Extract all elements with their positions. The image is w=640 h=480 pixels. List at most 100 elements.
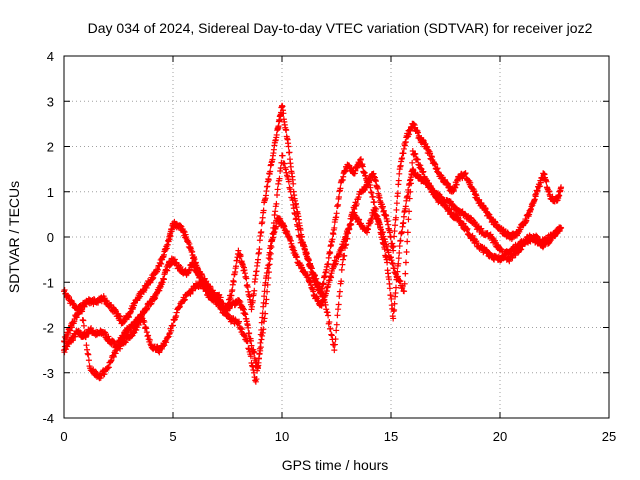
trace-marker	[318, 289, 325, 296]
trace-marker	[335, 301, 342, 308]
trace-marker	[333, 210, 340, 217]
trace-marker	[168, 327, 175, 334]
series-track-c	[61, 148, 565, 385]
trace-marker	[128, 333, 135, 340]
trace-marker	[250, 369, 257, 376]
data-point	[331, 347, 338, 354]
trace-marker	[383, 241, 390, 248]
trace-marker	[84, 346, 91, 353]
trace-marker	[143, 325, 150, 332]
trace-marker	[420, 168, 427, 175]
trace-marker	[265, 262, 272, 269]
trace-marker	[262, 300, 269, 307]
trace-marker	[452, 204, 459, 211]
trace-marker	[332, 336, 339, 343]
trace-marker	[346, 226, 353, 233]
trace-marker	[338, 266, 345, 273]
trace-marker	[243, 275, 250, 282]
trace-marker	[133, 326, 140, 333]
trace-marker	[256, 350, 263, 357]
trace-marker	[390, 243, 397, 250]
trace-marker	[399, 228, 406, 235]
trace-marker	[371, 204, 378, 211]
trace-marker	[267, 162, 274, 169]
trace-marker	[328, 332, 335, 339]
trace-marker	[393, 206, 400, 213]
trace-marker	[181, 297, 188, 304]
trace-marker	[233, 263, 240, 270]
trace-marker	[289, 197, 296, 204]
trace-marker	[92, 368, 99, 375]
trace-marker	[262, 310, 269, 317]
trace-marker	[402, 270, 409, 277]
trace-marker	[335, 194, 342, 201]
trace-marker	[326, 319, 333, 326]
y-tick-label: -4	[42, 411, 54, 426]
x-tick-label: 20	[493, 429, 507, 444]
trace-marker	[241, 267, 248, 274]
x-axis-label: GPS time / hours	[282, 457, 389, 473]
trace-marker	[405, 216, 412, 223]
trace-marker	[267, 256, 274, 263]
trace-marker	[314, 279, 321, 286]
trace-marker	[335, 306, 342, 313]
trace-marker	[255, 355, 262, 362]
trace-marker	[156, 349, 163, 356]
trace-marker	[105, 364, 112, 371]
trace-marker	[462, 170, 469, 177]
trace-marker	[313, 275, 320, 282]
trace-marker	[300, 242, 307, 249]
ticks	[63, 55, 610, 419]
trace-marker	[189, 248, 196, 255]
trace-marker	[341, 244, 348, 251]
trace-marker	[165, 334, 172, 341]
trace-marker	[283, 127, 290, 134]
trace-marker	[461, 171, 468, 178]
x-tick-label: 0	[60, 429, 67, 444]
trace-marker	[376, 194, 383, 201]
trace-marker	[226, 312, 233, 319]
trace-marker	[324, 284, 331, 291]
trace-marker	[388, 254, 394, 261]
trace-marker	[325, 260, 332, 267]
trace-marker	[388, 257, 395, 264]
trace-marker	[264, 281, 271, 288]
trace-marker	[331, 341, 338, 348]
trace-marker	[397, 237, 404, 244]
trace-marker	[222, 307, 229, 314]
trace-marker	[73, 314, 80, 321]
trace-marker	[391, 300, 398, 307]
trace-marker	[556, 224, 563, 231]
trace-marker	[141, 318, 148, 325]
trace-marker	[294, 223, 301, 230]
trace-marker	[268, 244, 275, 251]
y-tick-label: -3	[42, 366, 54, 381]
trace-marker	[291, 210, 298, 217]
trace-marker	[467, 214, 474, 221]
trace-marker	[393, 200, 400, 207]
trace-marker	[392, 284, 399, 291]
data-point	[261, 315, 268, 322]
trace-marker	[299, 239, 306, 246]
trace-marker	[333, 321, 340, 328]
trace-marker	[214, 297, 221, 304]
trace-marker	[345, 230, 352, 237]
trace-marker	[293, 215, 300, 222]
trace-marker	[293, 254, 300, 261]
trace-marker	[297, 233, 304, 240]
trace-marker	[389, 313, 396, 320]
trace-marker	[112, 350, 119, 357]
trace-marker	[325, 312, 332, 319]
trace-marker	[266, 261, 273, 268]
trace-marker	[383, 212, 390, 219]
trace-marker	[257, 344, 264, 351]
trace-marker	[80, 322, 87, 329]
trace-marker	[391, 233, 398, 240]
trace-marker	[400, 219, 407, 226]
x-tick-label: 15	[384, 429, 398, 444]
trace-marker	[272, 208, 279, 215]
trace-marker	[244, 338, 251, 345]
trace-marker	[400, 288, 407, 295]
trace-marker	[259, 329, 266, 336]
